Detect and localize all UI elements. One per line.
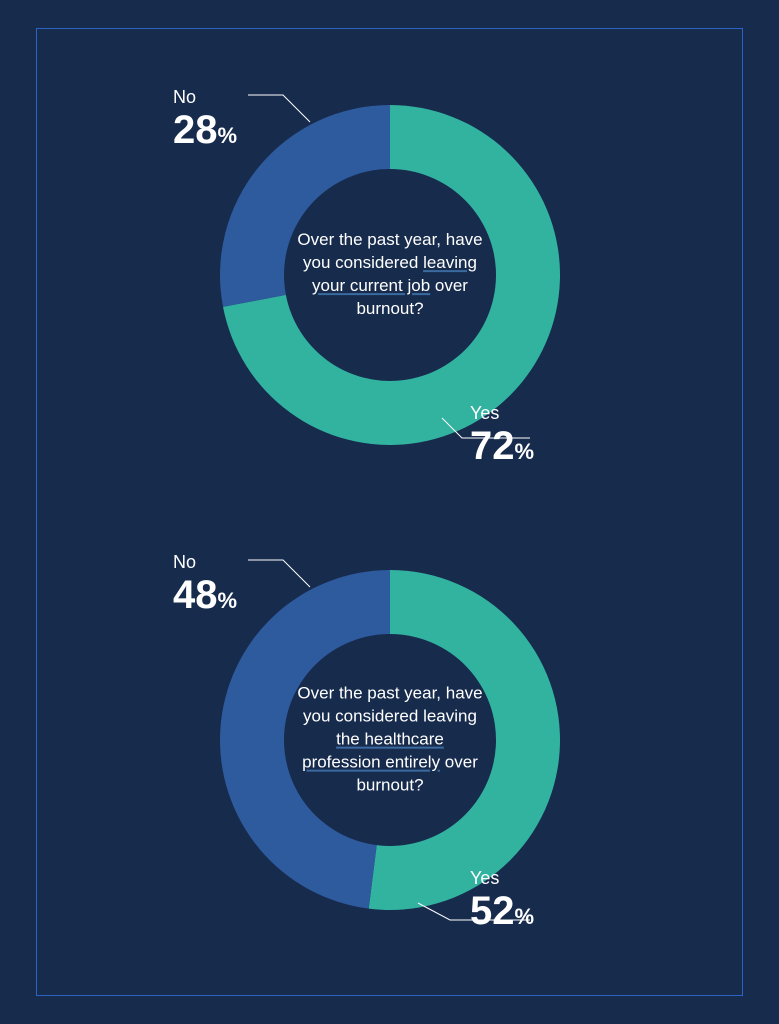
chart1-no-value: 28 [173, 108, 218, 152]
chart2-label-no: No 48% [173, 552, 237, 615]
chart2-yes-pct: % [515, 904, 535, 929]
chart2-yes-value: 52 [470, 889, 515, 933]
chart2-yes-name: Yes [470, 868, 534, 889]
donut-chart-1: Over the past year, have you considered … [220, 105, 560, 445]
chart1-label-yes: Yes 72% [470, 403, 534, 466]
chart2-center-text: Over the past year, have you considered … [295, 683, 485, 798]
chart1-center-text: Over the past year, have you considered … [295, 229, 485, 321]
chart1-yes-pct: % [515, 439, 535, 464]
chart2-no-pct: % [218, 588, 238, 613]
chart2-label-yes: Yes 52% [470, 868, 534, 931]
chart1-no-pct: % [218, 123, 238, 148]
chart1-no-name: No [173, 87, 237, 108]
chart2-text-pre: Over the past year, have you considered … [297, 684, 482, 726]
chart1-yes-name: Yes [470, 403, 534, 424]
chart1-yes-value: 72 [470, 424, 515, 468]
donut-chart-2: Over the past year, have you considered … [220, 570, 560, 910]
chart2-no-value: 48 [173, 573, 218, 617]
chart2-no-name: No [173, 552, 237, 573]
chart2-text-ul: the healthcare profession entirely [302, 730, 444, 772]
chart1-label-no: No 28% [173, 87, 237, 150]
